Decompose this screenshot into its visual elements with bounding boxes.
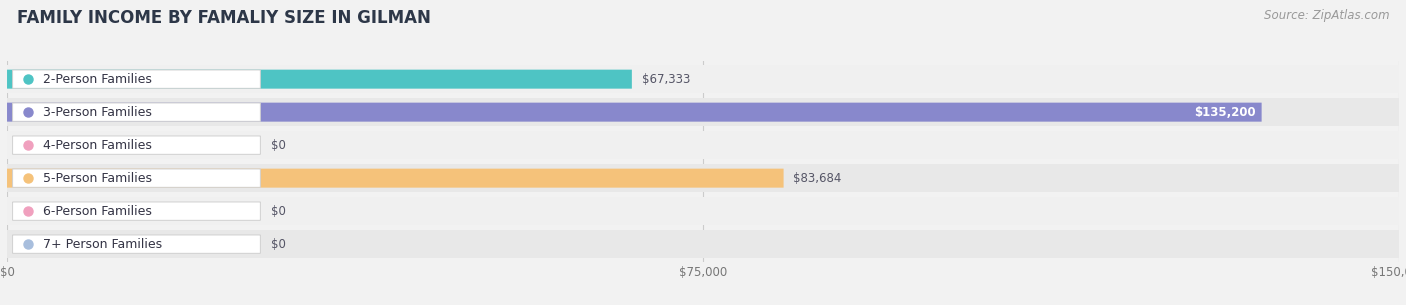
Text: $0: $0 [271,238,287,251]
Text: $67,333: $67,333 [641,73,690,86]
FancyBboxPatch shape [13,202,260,220]
Bar [7,98,1399,126]
Bar [7,197,1399,225]
Text: $0: $0 [271,205,287,218]
Text: 2-Person Families: 2-Person Families [44,73,152,86]
Text: 7+ Person Families: 7+ Person Families [44,238,162,251]
Text: FAMILY INCOME BY FAMALIY SIZE IN GILMAN: FAMILY INCOME BY FAMALIY SIZE IN GILMAN [17,9,430,27]
Text: 5-Person Families: 5-Person Families [44,172,152,185]
FancyBboxPatch shape [13,70,260,88]
Text: 4-Person Families: 4-Person Families [44,139,152,152]
Text: $135,200: $135,200 [1195,106,1256,119]
Text: $83,684: $83,684 [793,172,842,185]
Bar [7,164,1399,192]
FancyBboxPatch shape [7,169,783,188]
Text: 3-Person Families: 3-Person Families [44,106,152,119]
Text: Source: ZipAtlas.com: Source: ZipAtlas.com [1264,9,1389,22]
FancyBboxPatch shape [13,103,260,121]
FancyBboxPatch shape [13,169,260,187]
Bar [7,230,1399,258]
FancyBboxPatch shape [7,103,1261,122]
FancyBboxPatch shape [7,70,631,89]
FancyBboxPatch shape [13,235,260,253]
Text: $0: $0 [271,139,287,152]
Bar [7,131,1399,159]
Text: 6-Person Families: 6-Person Families [44,205,152,218]
FancyBboxPatch shape [13,136,260,154]
Bar [7,65,1399,93]
